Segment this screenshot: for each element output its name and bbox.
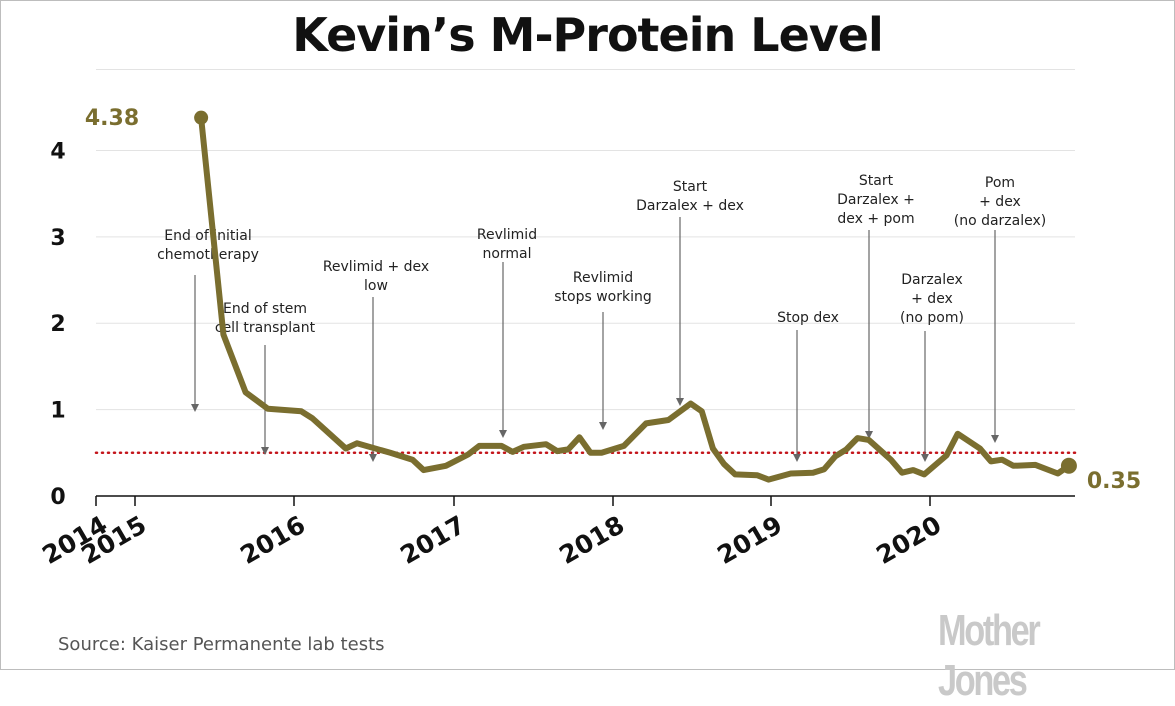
annotation-text: low bbox=[364, 278, 388, 294]
annotation-text: Revlimid + dex bbox=[323, 259, 429, 275]
annotation: Start Darzalex + dex + pom bbox=[837, 173, 915, 439]
annotation-arrowhead bbox=[369, 454, 377, 462]
annotation: Revlimid stops working bbox=[554, 270, 652, 430]
annotation-text: + dex bbox=[911, 291, 953, 307]
y-tick-label: 0 bbox=[50, 485, 65, 510]
series-line bbox=[198, 114, 1072, 483]
annotation-arrowhead bbox=[865, 431, 873, 439]
series-layer bbox=[194, 110, 1077, 483]
annotation-arrowhead bbox=[261, 447, 269, 455]
last-value-label: 0.35 bbox=[1087, 469, 1141, 494]
annotation-text: cell transplant bbox=[215, 320, 316, 336]
annotation-text: Start bbox=[673, 179, 708, 195]
annotation: End of initial chemotherapy bbox=[157, 228, 259, 412]
annotation-arrowhead bbox=[991, 435, 999, 443]
mother-jones-logo: Mother Jones bbox=[938, 606, 1041, 705]
annotation: Pom + dex (no darzalex) bbox=[954, 175, 1047, 443]
annotation: End of stem cell transplant bbox=[215, 301, 316, 455]
x-tick-label: 2018 bbox=[554, 510, 629, 570]
first-value-label: 4.38 bbox=[85, 106, 139, 131]
annotation-arrowhead bbox=[499, 430, 507, 438]
annotation-text: End of initial bbox=[164, 228, 252, 244]
annotation-text: Darzalex bbox=[901, 272, 963, 288]
annotation-text: stops working bbox=[554, 289, 652, 305]
annotation-text: Darzalex + dex bbox=[636, 198, 744, 214]
annotation-text: Darzalex + bbox=[837, 192, 915, 208]
annotation-text: (no pom) bbox=[900, 310, 964, 326]
annotation-text: chemotherapy bbox=[157, 247, 259, 263]
chart-frame bbox=[0, 0, 1175, 670]
x-tick-label: 2017 bbox=[395, 510, 470, 570]
annotation: Revlimid normal bbox=[477, 227, 537, 438]
annotation-text: Revlimid bbox=[477, 227, 537, 243]
y-tick-label: 3 bbox=[50, 226, 65, 251]
annotation-arrowhead bbox=[921, 454, 929, 462]
x-tick-label: 2019 bbox=[712, 510, 787, 570]
annotation: Revlimid + dex low bbox=[323, 259, 429, 462]
end-point-marker bbox=[1060, 457, 1077, 474]
annotation-arrowhead bbox=[599, 422, 607, 430]
y-tick-label: 1 bbox=[50, 399, 65, 424]
annotation-text: dex + pom bbox=[837, 211, 914, 227]
annotation-arrowhead bbox=[676, 398, 684, 406]
annotation-text: Revlimid bbox=[573, 270, 633, 286]
annotation-arrowhead bbox=[191, 404, 199, 412]
grid-lines bbox=[96, 68, 1075, 411]
annotation: Stop dex bbox=[777, 310, 839, 462]
y-tick-label: 4 bbox=[50, 139, 65, 164]
annotation-text: Pom bbox=[985, 175, 1015, 191]
source-note: Source: Kaiser Permanente lab tests bbox=[58, 634, 385, 655]
start-point-marker bbox=[194, 110, 209, 125]
annotation-text: (no darzalex) bbox=[954, 213, 1047, 229]
annotation-text: Start bbox=[859, 173, 894, 189]
y-tick-label: 2 bbox=[50, 312, 65, 337]
annotation-text: Stop dex bbox=[777, 310, 839, 326]
annotation-text: + dex bbox=[979, 194, 1021, 210]
annotations: End of initial chemotherapy End of stem cel… bbox=[157, 173, 1046, 462]
chart-title: Kevin’s M-Protein Level bbox=[292, 8, 883, 62]
annotation-text: End of stem bbox=[223, 301, 307, 317]
x-tick-label: 2016 bbox=[235, 510, 310, 570]
annotation-arrowhead bbox=[793, 454, 801, 462]
annotation: Darzalex + dex (no pom) bbox=[900, 272, 964, 462]
annotation: Start Darzalex + dex bbox=[636, 179, 744, 406]
value-labels: 4.38 0.35 bbox=[85, 106, 1141, 494]
annotation-text: normal bbox=[482, 246, 531, 262]
x-tick-label: 2020 bbox=[871, 510, 946, 570]
